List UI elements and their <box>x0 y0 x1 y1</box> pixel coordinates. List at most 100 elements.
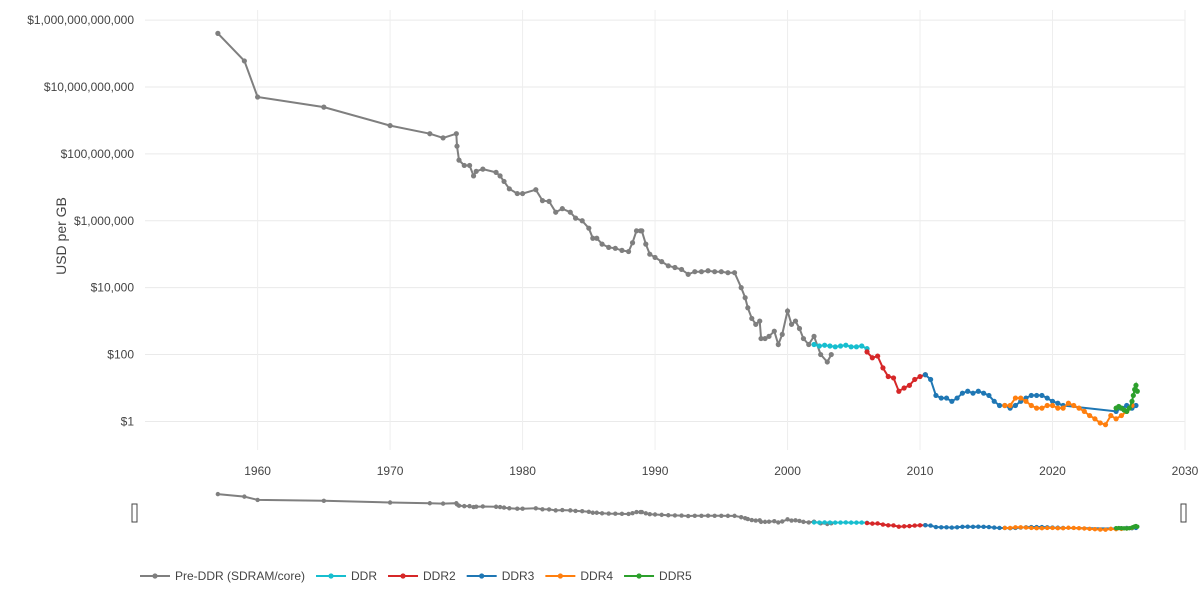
slider-data-point <box>540 507 545 512</box>
slider-handle-right[interactable] <box>1180 503 1187 523</box>
y-tick-label: $10,000 <box>91 281 135 295</box>
slider-data-point <box>928 523 933 528</box>
data-point <box>896 388 902 394</box>
data-point <box>553 209 559 215</box>
data-point <box>685 271 691 277</box>
legend-label: DDR3 <box>502 569 535 583</box>
slider-data-point <box>758 519 764 525</box>
slider-data-point <box>705 513 711 518</box>
data-point <box>771 328 777 334</box>
slider-data-point <box>1002 525 1008 531</box>
legend-item[interactable]: Pre-DDR (SDRAM/core) <box>140 569 305 583</box>
data-point <box>837 343 844 349</box>
slider-data-point <box>652 512 658 517</box>
data-point <box>996 402 1003 409</box>
data-point <box>1002 402 1008 409</box>
legend-swatch-marker <box>557 573 563 579</box>
series-1 <box>811 341 870 352</box>
slider-data-point <box>1135 524 1140 529</box>
data-point <box>473 168 479 174</box>
x-tick-label: 2000 <box>774 464 801 478</box>
data-point <box>928 376 934 383</box>
slider-data-point <box>875 521 880 526</box>
x-tick-label: 1980 <box>509 464 536 478</box>
slider-data-point <box>474 504 479 509</box>
slider-data-point <box>981 524 986 530</box>
y-tick-label: $10,000,000,000 <box>44 80 134 94</box>
slider-data-point <box>467 503 472 509</box>
data-point <box>806 341 812 348</box>
data-point <box>970 390 976 396</box>
legend-label: DDR4 <box>580 569 613 583</box>
data-point <box>864 349 870 355</box>
y-tick-label: $100,000,000 <box>61 147 135 161</box>
slider-data-point <box>766 519 772 524</box>
data-point <box>453 131 459 137</box>
data-point <box>800 335 807 342</box>
data-point <box>965 388 971 394</box>
slider-data-point <box>507 506 512 511</box>
range-slider[interactable] <box>131 491 1187 532</box>
data-point <box>625 248 632 255</box>
data-point <box>321 104 327 110</box>
data-point <box>1055 400 1061 406</box>
data-point <box>843 342 849 348</box>
data-point <box>480 166 486 172</box>
data-point <box>698 269 705 275</box>
data-point <box>975 388 981 394</box>
series-5 <box>1113 381 1140 414</box>
slider-data-point <box>923 522 928 528</box>
data-point <box>922 372 928 378</box>
legend-item[interactable]: DDR2 <box>388 569 456 583</box>
data-point <box>822 342 828 348</box>
legend-item[interactable]: DDR3 <box>466 569 535 583</box>
data-point <box>1028 402 1034 409</box>
data-point <box>766 333 772 339</box>
slider-data-point <box>456 503 462 508</box>
y-tick-label: $1,000,000 <box>74 214 134 228</box>
slider-data-point <box>785 517 790 522</box>
data-point <box>1055 405 1061 411</box>
slider-data-point <box>712 513 717 518</box>
legend-label: DDR5 <box>659 569 692 583</box>
data-point <box>1039 405 1045 411</box>
data-point <box>1060 405 1066 411</box>
slider-data-point <box>1050 525 1055 531</box>
slider-data-point <box>886 523 891 528</box>
slider-data-point <box>594 510 599 515</box>
data-point <box>938 395 944 401</box>
slider-data-point <box>647 512 652 517</box>
slider-data-point <box>1076 525 1082 531</box>
slider-data-point <box>501 505 507 510</box>
slider-handle-left[interactable] <box>131 503 138 523</box>
data-point <box>215 30 221 36</box>
data-point <box>1018 395 1024 401</box>
legend-label: DDR2 <box>423 569 456 583</box>
data-point <box>629 240 636 246</box>
data-point <box>1113 416 1119 422</box>
data-point <box>885 373 891 380</box>
slider-data-point <box>672 513 678 518</box>
slider-data-point <box>215 491 221 497</box>
data-point <box>633 228 640 234</box>
slider-data-point <box>1023 525 1029 530</box>
slider-data-point <box>634 509 639 515</box>
legend-item[interactable]: DDR4 <box>545 569 613 583</box>
slider-data-point <box>1029 525 1034 531</box>
slider-data-point <box>679 513 684 518</box>
data-point <box>1108 412 1114 419</box>
slider-data-point <box>970 524 976 530</box>
data-point <box>1039 392 1045 399</box>
data-point <box>828 351 834 358</box>
legend-item[interactable]: DDR <box>316 569 377 583</box>
slider-data-point <box>917 523 923 528</box>
legend-item[interactable]: DDR5 <box>624 569 692 583</box>
data-point <box>875 353 881 359</box>
data-point <box>796 325 803 332</box>
legend-label: DDR <box>351 569 377 583</box>
legend-swatch-marker <box>152 573 158 579</box>
slider-data-point <box>1066 525 1071 530</box>
slider-data-point <box>599 511 605 516</box>
slider-data-point <box>944 525 949 530</box>
data-point <box>387 122 393 129</box>
